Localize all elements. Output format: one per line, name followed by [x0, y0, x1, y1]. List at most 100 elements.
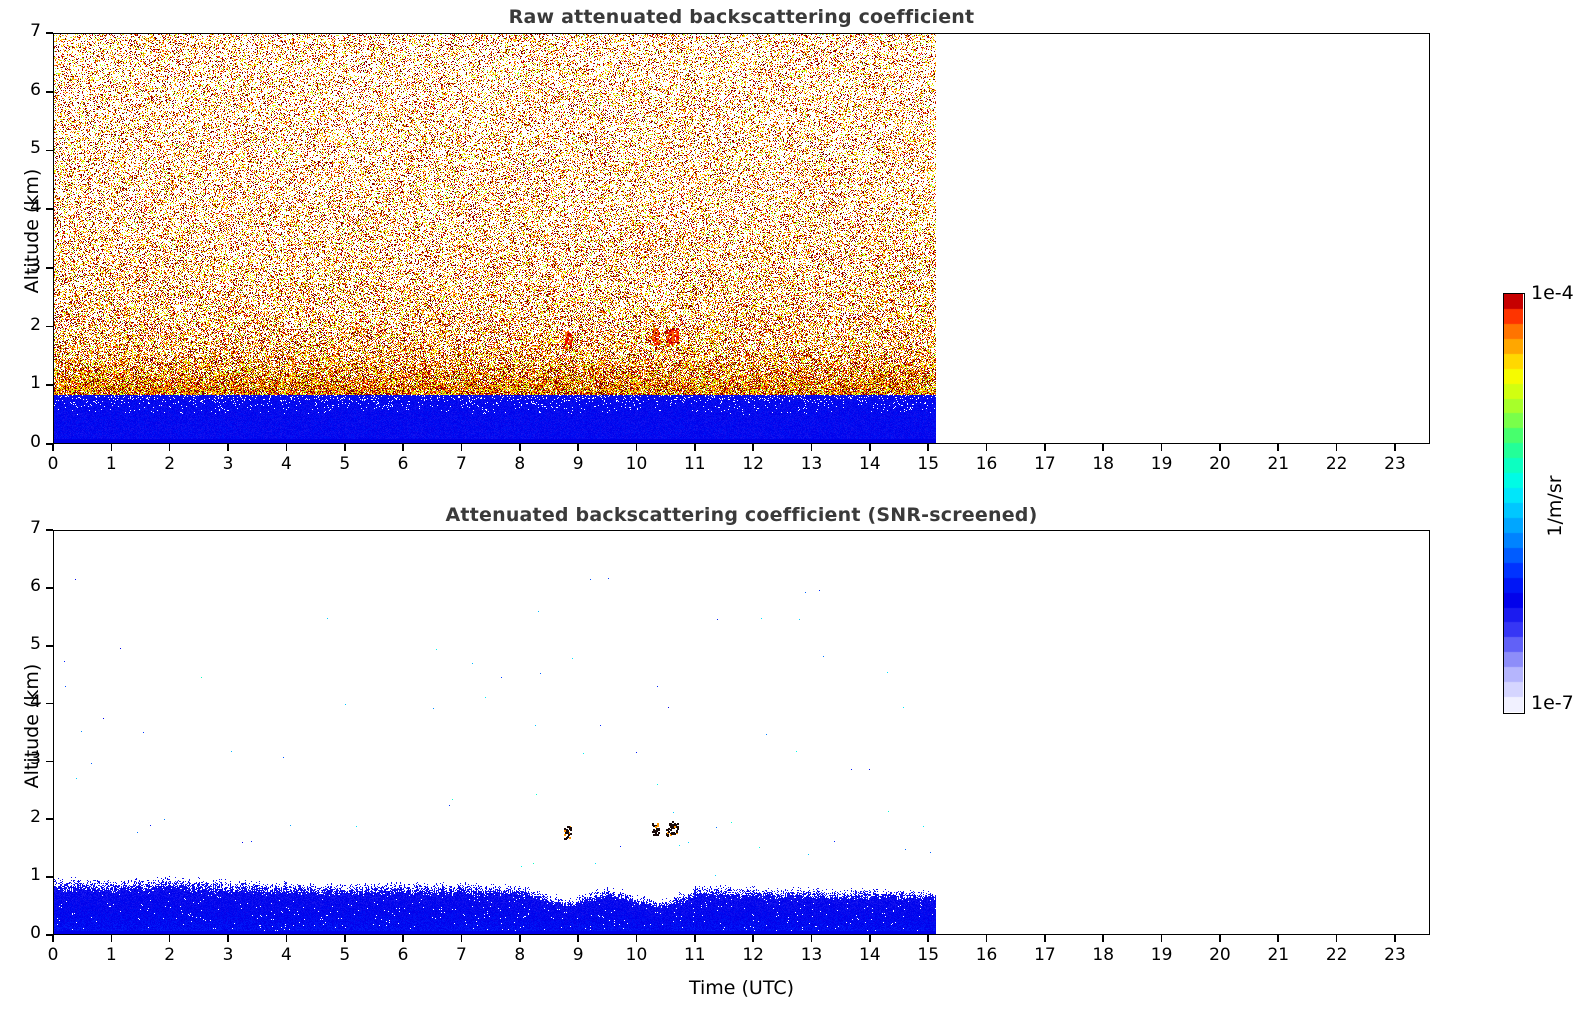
x-tick: [343, 444, 346, 451]
x-tick-label: 20: [1209, 945, 1231, 965]
x-tick: [752, 935, 754, 942]
y-tick-label: 1: [30, 865, 41, 886]
x-tick-label: 9: [572, 454, 584, 474]
x-tick: [1335, 935, 1338, 942]
x-tick: [694, 444, 696, 451]
x-tick-label: 12: [742, 454, 764, 474]
y-tick: [46, 443, 53, 445]
x-tick: [518, 444, 521, 451]
colorbar-gradient: [1503, 293, 1525, 714]
x-tick-label: 14: [859, 945, 881, 965]
colorbar-min-label: 1e-7: [1531, 692, 1574, 714]
panel-screened-ylabel: Altitude (km): [21, 663, 43, 789]
x-tick-label: 0: [47, 945, 59, 965]
x-tick-label: 11: [683, 454, 706, 474]
y-tick-label: 7: [30, 21, 41, 41]
y-tick: [46, 149, 53, 152]
x-tick: [460, 444, 463, 451]
y-tick: [46, 384, 53, 387]
x-tick: [227, 935, 229, 942]
x-tick-label: 0: [47, 454, 59, 474]
y-tick-label: 2: [30, 807, 41, 828]
x-tick-label: 10: [625, 945, 648, 965]
y-tick-label: 3: [30, 255, 41, 276]
x-tick: [927, 935, 929, 942]
x-tick-label: 2: [164, 945, 176, 965]
y-tick-label: 1: [30, 373, 41, 394]
x-tick-label: 7: [456, 945, 467, 965]
x-tick-label: 11: [683, 945, 706, 965]
x-tick: [343, 935, 346, 942]
x-tick: [1160, 935, 1163, 942]
x-tick-label: 8: [514, 945, 526, 965]
x-tick: [110, 444, 113, 451]
x-tick: [285, 935, 288, 942]
x-tick: [402, 935, 404, 942]
x-tick: [1335, 444, 1338, 451]
panel-raw-title: Raw attenuated backscattering coefficien…: [508, 6, 975, 28]
y-tick: [46, 760, 53, 763]
x-tick: [1277, 444, 1280, 451]
x-tick-label: 9: [572, 945, 584, 965]
y-tick-label: 4: [30, 197, 41, 218]
x-tick-label: 10: [625, 454, 648, 474]
x-tick: [810, 444, 813, 451]
x-tick-label: 22: [1325, 945, 1348, 965]
x-tick: [752, 444, 754, 451]
x-tick: [1277, 935, 1280, 942]
x-tick-label: 16: [975, 945, 998, 965]
x-tick-label: 7: [456, 454, 467, 474]
x-tick: [635, 444, 638, 451]
colorbar-label: 1/m/sr: [1544, 475, 1566, 537]
panel-raw-heatmap: [54, 34, 936, 443]
panel-screened-axes[interactable]: [53, 530, 1430, 935]
x-tick-label: 4: [280, 454, 292, 474]
x-tick: [1160, 444, 1163, 451]
panel-screened-heatmap: [54, 531, 936, 934]
x-tick-label: 15: [917, 454, 940, 474]
y-tick-label: 3: [30, 749, 41, 770]
x-tick-label: 21: [1267, 454, 1290, 474]
x-tick: [694, 935, 696, 942]
panel-raw-axes[interactable]: [53, 33, 1430, 444]
y-tick-label: 2: [30, 314, 41, 335]
y-tick: [46, 702, 53, 705]
x-tick-label: 13: [800, 945, 823, 965]
x-tick: [402, 444, 404, 451]
x-tick-label: 6: [397, 454, 409, 474]
colorbar-max-label: 1e-4: [1531, 282, 1574, 304]
x-tick: [577, 935, 579, 942]
x-tick-label: 1: [105, 454, 117, 474]
x-tick: [52, 444, 54, 451]
x-tick-label: 3: [222, 454, 234, 474]
x-tick: [110, 935, 113, 942]
x-tick: [985, 935, 988, 942]
x-tick: [1394, 935, 1396, 942]
x-tick: [869, 444, 871, 451]
y-tick: [46, 876, 53, 878]
x-tick: [869, 935, 871, 942]
y-tick-label: 0: [30, 432, 41, 452]
x-tick: [985, 444, 988, 451]
x-tick-label: 6: [397, 945, 409, 965]
x-tick: [1102, 935, 1105, 942]
x-tick-label: 14: [859, 454, 881, 474]
x-tick-label: 12: [742, 945, 764, 965]
y-tick-label: 6: [30, 79, 41, 100]
panel-raw-ylabel: Altitude (km): [21, 168, 43, 294]
x-tick-label: 17: [1034, 945, 1056, 965]
x-tick-label: 18: [1092, 945, 1115, 965]
x-tick: [1219, 444, 1221, 451]
x-tick: [1044, 444, 1046, 451]
x-tick: [227, 444, 229, 451]
x-tick-label: 23: [1384, 454, 1406, 474]
x-tick: [810, 935, 813, 942]
x-tick-label: 18: [1092, 454, 1115, 474]
x-tick-label: 23: [1384, 945, 1406, 965]
panel-screened-title: Attenuated backscattering coefficient (S…: [445, 504, 1038, 526]
y-tick: [46, 529, 53, 531]
y-tick: [46, 818, 53, 821]
x-tick-label: 21: [1267, 945, 1290, 965]
x-tick-label: 17: [1034, 454, 1056, 474]
panel-screened-xlabel: Time (UTC): [688, 977, 795, 999]
